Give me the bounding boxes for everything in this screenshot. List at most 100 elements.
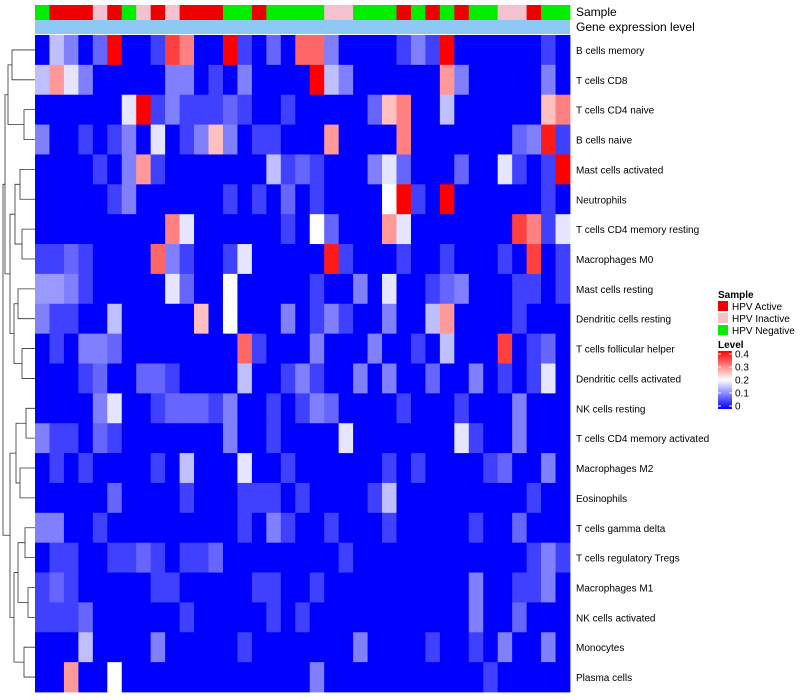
heatmap-cell bbox=[223, 632, 238, 662]
heatmap-cell bbox=[266, 602, 281, 632]
heatmap-cell bbox=[165, 602, 180, 632]
heatmap-cell bbox=[237, 543, 252, 573]
heatmap-cell bbox=[165, 513, 180, 543]
heatmap-cell bbox=[541, 125, 556, 155]
dendrogram-branch bbox=[22, 229, 35, 259]
heatmap-cell bbox=[541, 184, 556, 214]
heatmap-cell bbox=[396, 453, 411, 483]
heatmap-cell bbox=[454, 364, 469, 394]
heatmap-cell bbox=[396, 95, 411, 125]
heatmap-cell bbox=[324, 453, 339, 483]
heatmap-cell bbox=[122, 184, 137, 214]
heatmap-cell bbox=[324, 214, 339, 244]
heatmap-cell bbox=[454, 543, 469, 573]
heatmap-cell bbox=[382, 662, 397, 692]
row-label: B cells naive bbox=[576, 136, 633, 147]
heatmap-cell bbox=[194, 543, 209, 573]
heatmap-cell bbox=[136, 513, 151, 543]
heatmap-cell bbox=[237, 154, 252, 184]
dendrogram-branch bbox=[22, 349, 35, 379]
heatmap-cell bbox=[483, 632, 498, 662]
heatmap-cell bbox=[498, 95, 513, 125]
heatmap-cell bbox=[498, 393, 513, 423]
sample-annotation-cell bbox=[223, 5, 238, 20]
heatmap-cell bbox=[93, 214, 108, 244]
heatmap-cell bbox=[527, 125, 542, 155]
heatmap-cell bbox=[310, 65, 325, 95]
heatmap-cell bbox=[223, 35, 238, 65]
heatmap-cell bbox=[324, 513, 339, 543]
heatmap-cell bbox=[483, 304, 498, 334]
heatmap-cell bbox=[382, 125, 397, 155]
heatmap-cell bbox=[93, 154, 108, 184]
heatmap-cell bbox=[483, 483, 498, 513]
heatmap-cell bbox=[281, 274, 296, 304]
heatmap-cell bbox=[35, 95, 50, 125]
heatmap-cell bbox=[454, 125, 469, 155]
heatmap-cell bbox=[556, 304, 571, 334]
heatmap-cell bbox=[541, 304, 556, 334]
heatmap-cell bbox=[469, 95, 484, 125]
heatmap-cell bbox=[425, 543, 440, 573]
heatmap-cell bbox=[382, 513, 397, 543]
heatmap-cell bbox=[136, 573, 151, 603]
level-tick-label: 0 bbox=[735, 402, 741, 413]
heatmap-cell bbox=[281, 543, 296, 573]
heatmap-cell bbox=[339, 602, 354, 632]
heatmap-cell bbox=[151, 214, 166, 244]
dendrogram-branch bbox=[25, 528, 35, 558]
heatmap-cell bbox=[180, 304, 195, 334]
heatmap-cell bbox=[237, 334, 252, 364]
heatmap-cell bbox=[93, 184, 108, 214]
heatmap-cell bbox=[151, 274, 166, 304]
heatmap-cell bbox=[165, 184, 180, 214]
heatmap-cell bbox=[237, 244, 252, 274]
heatmap-cell bbox=[454, 35, 469, 65]
heatmap-cell bbox=[223, 244, 238, 274]
heatmap-cell bbox=[180, 65, 195, 95]
heatmap-cell bbox=[556, 662, 571, 692]
heatmap-cell bbox=[107, 423, 122, 453]
heatmap-cell bbox=[35, 602, 50, 632]
heatmap-cell bbox=[295, 244, 310, 274]
heatmap-cell bbox=[469, 154, 484, 184]
heatmap-cell bbox=[324, 274, 339, 304]
heatmap-cell bbox=[440, 274, 455, 304]
sample-legend-swatch bbox=[718, 313, 728, 323]
heatmap-cell bbox=[396, 65, 411, 95]
heatmap-cell bbox=[252, 334, 267, 364]
heatmap-cell bbox=[512, 334, 527, 364]
heatmap-cell bbox=[281, 95, 296, 125]
heatmap-cell bbox=[180, 184, 195, 214]
heatmap-cell bbox=[556, 573, 571, 603]
heatmap-cell bbox=[151, 483, 166, 513]
heatmap-cell bbox=[339, 154, 354, 184]
heatmap-cell bbox=[469, 632, 484, 662]
row-label: T cells CD4 memory resting bbox=[576, 225, 699, 236]
heatmap-cell bbox=[223, 334, 238, 364]
row-label: Macrophages M1 bbox=[576, 583, 654, 594]
heatmap-cell bbox=[353, 364, 368, 394]
heatmap-cell bbox=[64, 125, 79, 155]
heatmap-cell bbox=[252, 423, 267, 453]
heatmap-cell bbox=[107, 483, 122, 513]
heatmap-cell bbox=[93, 304, 108, 334]
heatmap-cell bbox=[440, 244, 455, 274]
heatmap-cell bbox=[556, 65, 571, 95]
heatmap-cell bbox=[556, 513, 571, 543]
dendrogram-branch bbox=[20, 169, 35, 199]
heatmap-cell bbox=[64, 483, 79, 513]
heatmap-cell bbox=[339, 214, 354, 244]
heatmap-cell bbox=[281, 35, 296, 65]
heatmap-cell bbox=[556, 244, 571, 274]
heatmap-cell bbox=[194, 453, 209, 483]
heatmap-cell bbox=[165, 304, 180, 334]
heatmap-cell bbox=[324, 154, 339, 184]
heatmap-cell bbox=[368, 35, 383, 65]
heatmap-cell bbox=[209, 95, 224, 125]
heatmap-cell bbox=[194, 573, 209, 603]
heatmap-cell bbox=[281, 65, 296, 95]
heatmap-cell bbox=[440, 423, 455, 453]
heatmap-cell bbox=[49, 304, 64, 334]
heatmap-cell bbox=[122, 214, 137, 244]
